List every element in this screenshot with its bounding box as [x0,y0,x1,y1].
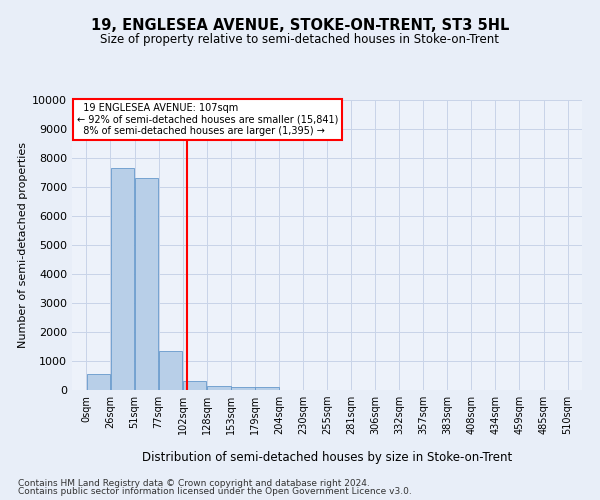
Bar [255,388,278,390]
Bar [135,178,158,390]
Bar [207,386,230,390]
Bar [111,168,134,390]
Text: 19 ENGLESEA AVENUE: 107sqm
← 92% of semi-detached houses are smaller (15,841)
  : 19 ENGLESEA AVENUE: 107sqm ← 92% of semi… [77,103,338,136]
Bar [231,387,254,390]
Text: Contains public sector information licensed under the Open Government Licence v3: Contains public sector information licen… [18,487,412,496]
Bar [183,380,206,390]
Text: Contains HM Land Registry data © Crown copyright and database right 2024.: Contains HM Land Registry data © Crown c… [18,478,370,488]
Y-axis label: Number of semi-detached properties: Number of semi-detached properties [18,142,28,348]
Bar [159,351,182,390]
Text: Distribution of semi-detached houses by size in Stoke-on-Trent: Distribution of semi-detached houses by … [142,451,512,464]
Bar [86,374,110,390]
Text: Size of property relative to semi-detached houses in Stoke-on-Trent: Size of property relative to semi-detach… [101,32,499,46]
Text: 19, ENGLESEA AVENUE, STOKE-ON-TRENT, ST3 5HL: 19, ENGLESEA AVENUE, STOKE-ON-TRENT, ST3… [91,18,509,32]
